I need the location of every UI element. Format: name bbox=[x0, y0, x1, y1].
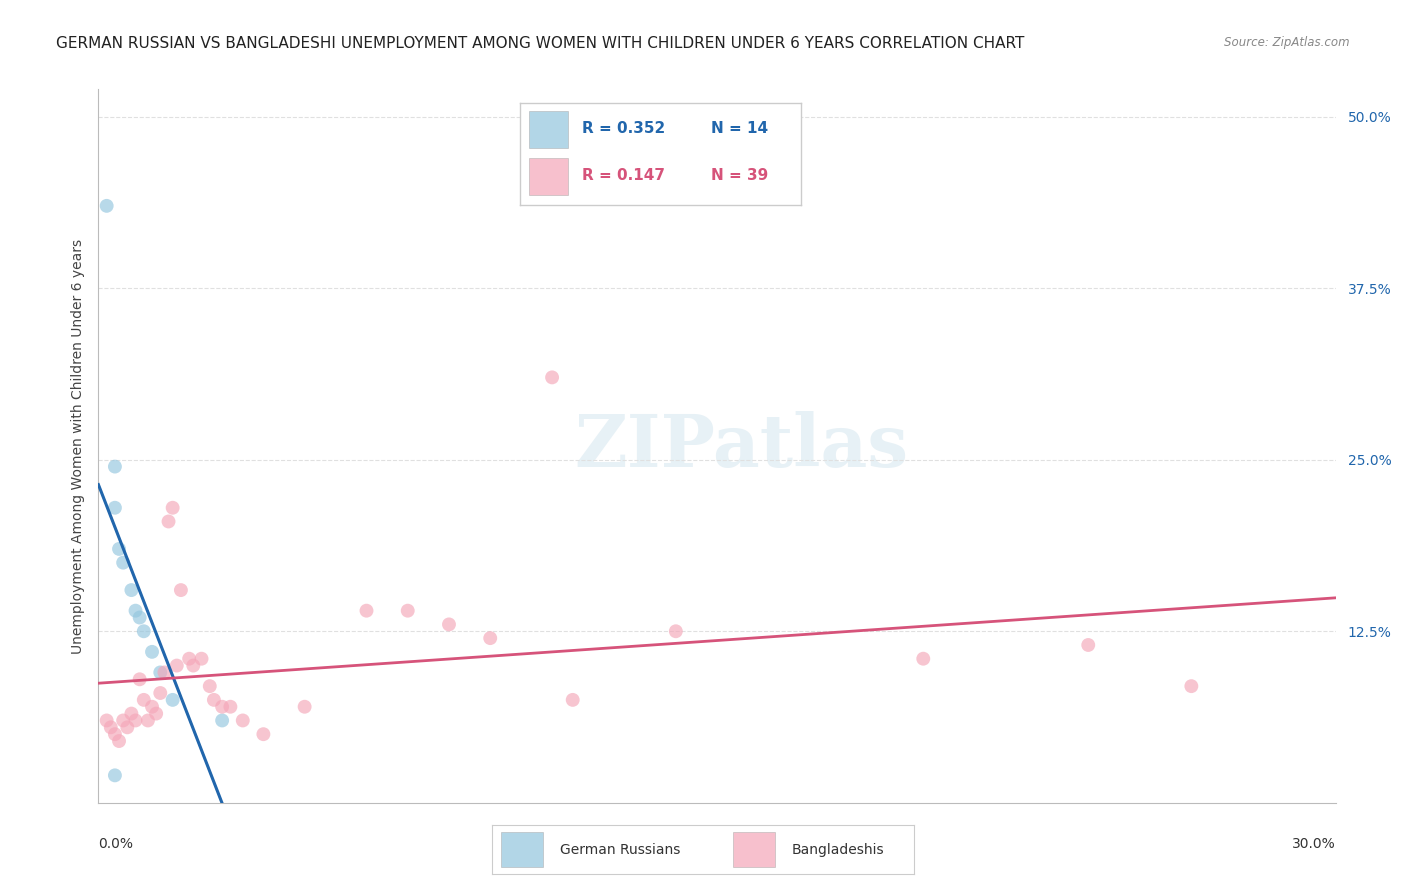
Y-axis label: Unemployment Among Women with Children Under 6 years: Unemployment Among Women with Children U… bbox=[70, 238, 84, 654]
Point bbox=[124, 604, 146, 618]
Point bbox=[162, 500, 184, 515]
Point bbox=[179, 651, 201, 665]
Point bbox=[141, 699, 163, 714]
Point bbox=[219, 699, 242, 714]
Bar bbox=[501, 832, 543, 867]
Point bbox=[437, 617, 460, 632]
Text: Bangladeshis: Bangladeshis bbox=[792, 843, 884, 856]
Point bbox=[141, 645, 163, 659]
Text: ZIPatlas: ZIPatlas bbox=[575, 410, 908, 482]
Point bbox=[145, 706, 167, 721]
Point bbox=[100, 720, 122, 734]
Point bbox=[252, 727, 274, 741]
Point bbox=[665, 624, 688, 639]
Point bbox=[120, 583, 142, 598]
Point bbox=[104, 500, 127, 515]
Point bbox=[149, 686, 172, 700]
Point bbox=[124, 714, 146, 728]
Point bbox=[136, 714, 159, 728]
Text: N = 14: N = 14 bbox=[711, 121, 769, 136]
Point bbox=[128, 673, 150, 687]
Point bbox=[120, 706, 142, 721]
Point bbox=[912, 651, 935, 665]
Point bbox=[149, 665, 172, 680]
Point bbox=[170, 583, 193, 598]
Point bbox=[128, 610, 150, 624]
Point bbox=[166, 658, 188, 673]
Point bbox=[198, 679, 221, 693]
Point bbox=[541, 370, 564, 384]
Point bbox=[561, 693, 583, 707]
Point bbox=[211, 699, 233, 714]
Bar bbox=[733, 832, 775, 867]
Point bbox=[108, 734, 131, 748]
Point bbox=[132, 693, 155, 707]
Text: German Russians: German Russians bbox=[560, 843, 681, 856]
Point bbox=[108, 541, 131, 556]
Point bbox=[1077, 638, 1099, 652]
Point bbox=[232, 714, 254, 728]
Point bbox=[1180, 679, 1202, 693]
Point bbox=[153, 665, 176, 680]
Point bbox=[356, 604, 378, 618]
Point bbox=[211, 714, 233, 728]
Point bbox=[396, 604, 419, 618]
Point bbox=[132, 624, 155, 639]
Point bbox=[112, 556, 135, 570]
Point bbox=[294, 699, 316, 714]
Point bbox=[104, 768, 127, 782]
Text: Source: ZipAtlas.com: Source: ZipAtlas.com bbox=[1225, 36, 1350, 49]
Point bbox=[181, 658, 204, 673]
Text: 30.0%: 30.0% bbox=[1292, 837, 1336, 851]
Text: R = 0.147: R = 0.147 bbox=[582, 169, 665, 184]
Bar bbox=[529, 158, 568, 194]
Point bbox=[104, 727, 127, 741]
Point bbox=[479, 631, 502, 645]
Point bbox=[162, 693, 184, 707]
Point bbox=[96, 199, 118, 213]
Point bbox=[202, 693, 225, 707]
Bar bbox=[529, 111, 568, 148]
Point bbox=[157, 515, 180, 529]
Point bbox=[117, 720, 139, 734]
Point bbox=[190, 651, 212, 665]
Point bbox=[104, 459, 127, 474]
Text: N = 39: N = 39 bbox=[711, 169, 769, 184]
Point bbox=[112, 714, 135, 728]
Text: GERMAN RUSSIAN VS BANGLADESHI UNEMPLOYMENT AMONG WOMEN WITH CHILDREN UNDER 6 YEA: GERMAN RUSSIAN VS BANGLADESHI UNEMPLOYME… bbox=[56, 36, 1025, 51]
Text: 0.0%: 0.0% bbox=[98, 837, 134, 851]
Point bbox=[96, 714, 118, 728]
Text: R = 0.352: R = 0.352 bbox=[582, 121, 665, 136]
